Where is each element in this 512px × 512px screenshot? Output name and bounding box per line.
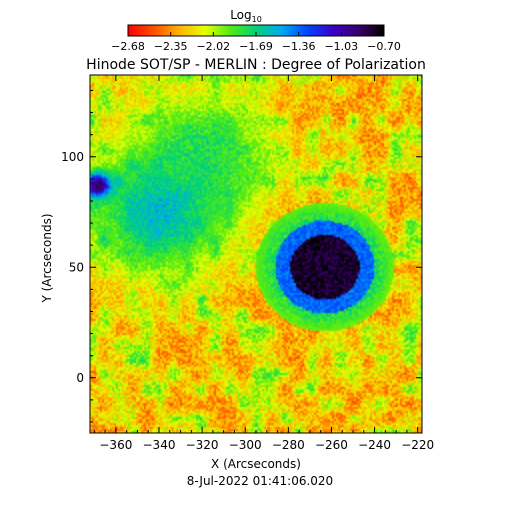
y-axis-label: Y (Arcseconds) [40,213,54,303]
colorbar-tick-label: −2.02 [196,40,230,53]
y-axis: 0 50 100 [61,89,422,423]
x-tick-label: −240 [358,438,391,452]
colorbar-tick-label: −0.70 [367,40,401,53]
colorbar-label: Log10 [230,8,262,24]
x-tick-label: −320 [186,438,219,452]
x-tick-label: −220 [401,438,434,452]
x-tick-label: −260 [315,438,348,452]
y-tick-label: 100 [61,150,84,164]
x-axis-label: X (Arcseconds) [211,457,301,471]
x-tick-label: −280 [272,438,305,452]
colorbar-tick-label: −2.35 [154,40,188,53]
colorbar-tick-label: −1.03 [324,40,358,53]
heatmap [89,74,423,434]
colorbar-tick-label: −2.68 [111,40,145,53]
x-tick-label: −360 [99,438,132,452]
colorbar: Log10 −2.68 −2.35 −2.02 −1.69 −1.36 −1.03 −0.7… [111,8,401,53]
x-tick-label: −340 [143,438,176,452]
colorbar-ticks: −2.68 −2.35 −2.02 −1.69 −1.36 −1.03 −0.70 [111,32,401,53]
observation-timestamp: 8-Jul-2022 01:41:06.020 [187,474,333,488]
heatmap-image [90,75,422,433]
y-tick-label: 50 [69,260,84,274]
chart-title: Hinode SOT/SP - MERLIN : Degree of Polar… [86,57,426,73]
y-tick-label: 0 [76,371,84,385]
colorbar-tick-label: −1.69 [239,40,273,53]
x-axis: −360 −340 −320 −300 −280 −260 −240 −220 [93,75,434,452]
colorbar-tick-label: −1.36 [282,40,316,53]
x-tick-label: −300 [229,438,262,452]
